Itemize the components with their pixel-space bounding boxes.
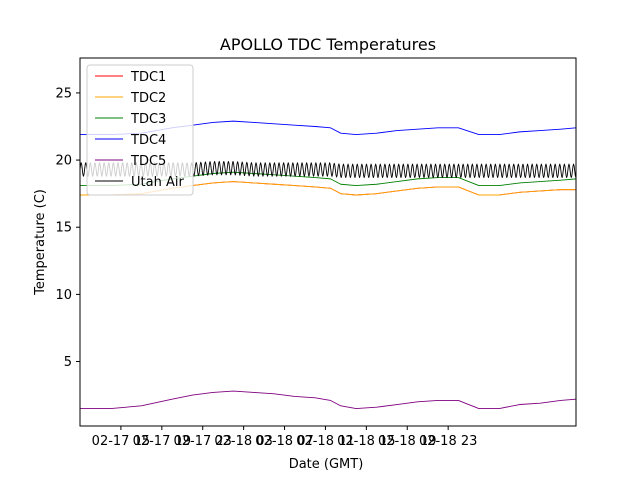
y-tick-label: 5 (64, 355, 72, 370)
x-tick-label: 02-18 19 (378, 434, 436, 449)
x-tick-label: 02-17 19 (133, 434, 191, 449)
x-tick-label: 02-17 23 (173, 434, 231, 449)
x-tick-label: 02-17 15 (92, 434, 150, 449)
y-axis: 5 10 15 20 25 (55, 86, 80, 370)
axes-frame (79, 57, 577, 427)
x-tick-label: 02-18 03 (214, 434, 272, 449)
chart-title: APOLLO TDC Temperatures (220, 35, 436, 54)
legend-label: TDC4 (130, 133, 166, 148)
legend-label: Utah Air (131, 175, 184, 190)
legend-label: TDC2 (130, 91, 166, 106)
legend: TDC1 TDC2 TDC3 TDC4 TDC5 Utah Air (86, 64, 194, 196)
x-tick-label: 02-18 15 (337, 434, 395, 449)
series-line-tdc5 (80, 390, 576, 409)
x-tick-label: 02-18 23 (419, 434, 477, 449)
legend-label: TDC1 (130, 70, 166, 85)
y-tick-label: 20 (55, 154, 72, 169)
legend-label: TDC5 (130, 154, 166, 169)
x-tick-label: 02-18 07 (255, 434, 313, 449)
x-axis-label: Date (GMT) (289, 457, 364, 472)
x-tick-label: 02-18 11 (296, 434, 354, 449)
y-tick-label: 15 (55, 221, 72, 236)
y-tick-label: 25 (55, 86, 72, 101)
y-tick-label: 10 (55, 288, 72, 303)
y-axis-label: Temperature (C) (33, 189, 48, 296)
legend-label: TDC3 (130, 112, 166, 127)
